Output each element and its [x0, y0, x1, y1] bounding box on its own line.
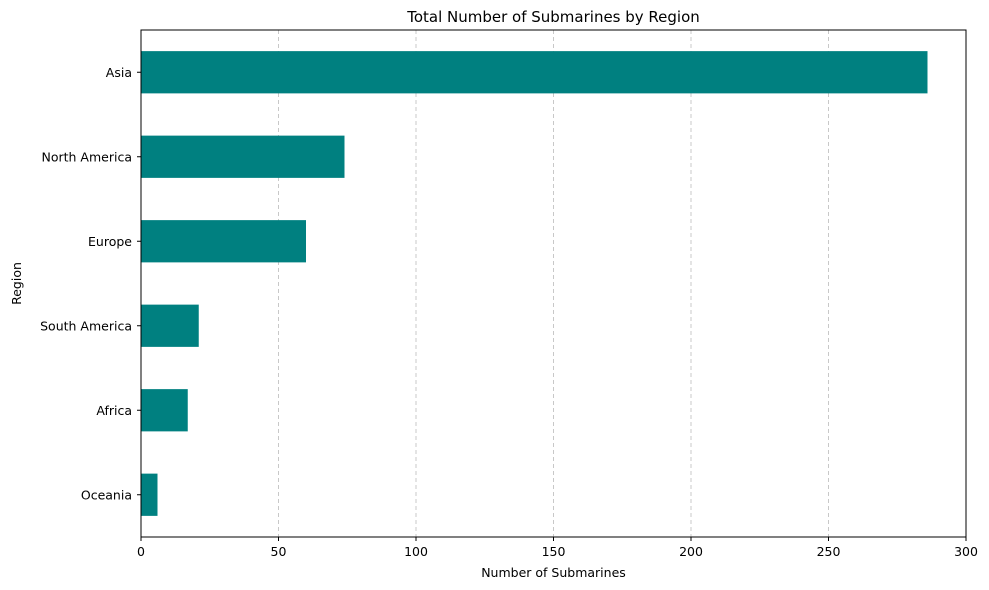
x-tick-label: 150 — [542, 544, 566, 559]
x-tick-label: 100 — [404, 544, 428, 559]
bar-asia — [141, 51, 928, 94]
x-tick-label: 250 — [817, 544, 841, 559]
chart-title: Total Number of Submarines by Region — [406, 8, 700, 26]
y-tick-label: North America — [42, 149, 133, 164]
bar-africa — [141, 389, 188, 432]
y-tick-label: Africa — [96, 403, 132, 418]
y-tick-label: Europe — [88, 234, 132, 249]
x-axis-ticks: 0 50 100 150 200 250 300 — [137, 537, 978, 559]
x-tick-label: 300 — [954, 544, 978, 559]
y-tick-label: Asia — [106, 65, 132, 80]
y-axis-ticks: Asia North America Europe South America Afri… — [40, 65, 141, 502]
x-tick-label: 200 — [679, 544, 703, 559]
y-axis-label: Region — [9, 262, 24, 305]
gridlines — [140, 30, 967, 537]
y-tick-label: Oceania — [81, 487, 132, 502]
bar-north-america — [141, 135, 345, 178]
y-tick-label: South America — [40, 318, 132, 333]
bar-europe — [141, 220, 306, 263]
x-tick-label: 50 — [271, 544, 287, 559]
bar-oceania — [141, 473, 158, 516]
x-tick-label: 0 — [137, 544, 145, 559]
bar-south-america — [141, 304, 199, 347]
bars — [141, 51, 928, 516]
x-axis-label: Number of Submarines — [481, 565, 626, 580]
